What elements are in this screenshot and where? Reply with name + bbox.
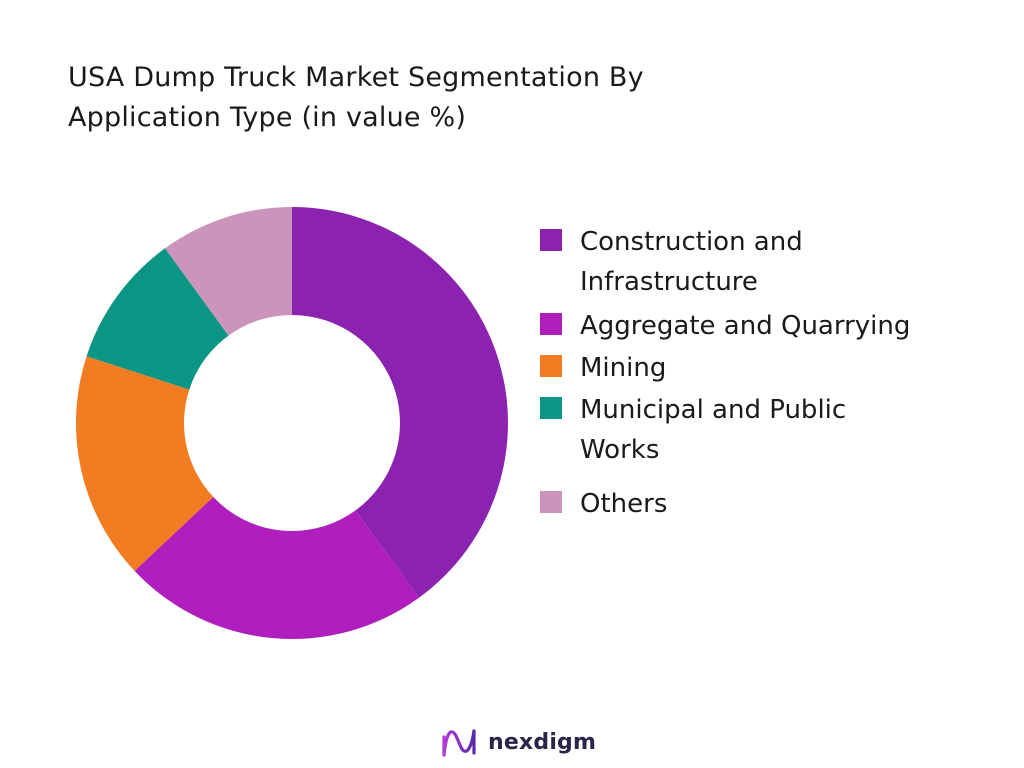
slice-mining [75, 356, 214, 571]
legend-item-municipal: Municipal and Public Works [540, 390, 1000, 470]
slice-others [165, 207, 292, 336]
slice-aggregate [134, 496, 419, 639]
chart-title-line-2: Application Type (in value %) [68, 102, 467, 133]
legend-item-others: Others [540, 484, 1000, 524]
legend-label-municipal: Municipal and Public Works [580, 395, 847, 465]
legend-label-construction: Construction and Infrastructure [580, 227, 803, 297]
chart-title: USA Dump Truck Market Segmentation By Ap… [68, 58, 788, 138]
legend-swatch-others [540, 491, 562, 513]
legend-swatch-municipal [540, 397, 562, 419]
legend-label-mining: Mining [580, 353, 667, 383]
legend-label-aggregate: Aggregate and Quarrying [580, 311, 911, 341]
nexdigm-logo: nexdigm [440, 722, 596, 762]
legend-item-construction: Construction and Infrastructure [540, 222, 1000, 302]
legend-swatch-construction [540, 229, 562, 251]
legend-item-mining: Mining [540, 348, 1000, 388]
legend-swatch-mining [540, 355, 562, 377]
legend-item-aggregate: Aggregate and Quarrying [540, 306, 1000, 346]
nexdigm-logo-icon [442, 729, 476, 757]
slice-construction [292, 207, 509, 598]
nexdigm-logo-text: nexdigm [488, 729, 597, 755]
slice-municipal [86, 248, 229, 390]
legend-swatch-aggregate [540, 313, 562, 335]
legend-label-others: Others [580, 489, 668, 519]
chart-title-line-1: USA Dump Truck Market Segmentation By [68, 62, 644, 93]
donut-slices [75, 207, 509, 639]
